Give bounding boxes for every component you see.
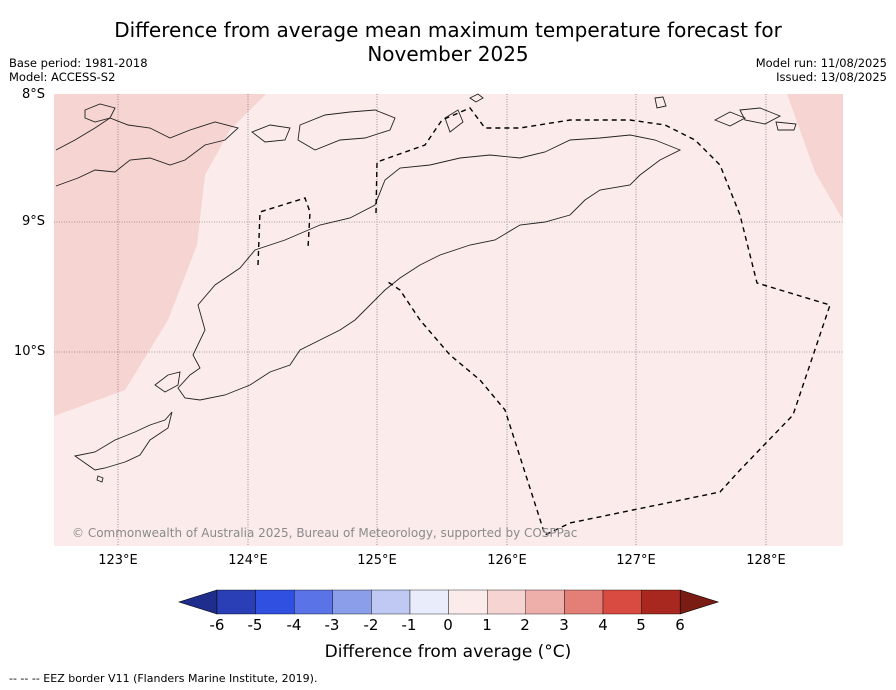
lon-label-125e: 125°E xyxy=(357,553,397,568)
lat-label-8s: 8°S xyxy=(22,87,46,102)
colorbar-tick: -1 xyxy=(401,616,417,634)
colorbar-segment xyxy=(332,589,372,615)
model-name: Model: ACCESS-S2 xyxy=(9,70,116,84)
colorbar-segment xyxy=(409,589,449,615)
colorbar-arrow-high xyxy=(679,589,720,615)
colorbar-tick: 5 xyxy=(636,616,646,634)
colorbar xyxy=(178,589,720,615)
copyright-text: © Commonwealth of Australia 2025, Bureau… xyxy=(72,526,578,540)
base-period: Base period: 1981-2018 xyxy=(9,56,148,70)
colorbar-segment xyxy=(448,589,488,615)
meta-left: Base period: 1981-2018 Model: ACCESS-S2 xyxy=(9,56,148,84)
model-run: Model run: 11/08/2025 xyxy=(755,56,887,70)
colorbar-segment xyxy=(525,589,565,615)
footnote-eez: -- -- -- EEZ border V11 (Flanders Marine… xyxy=(9,672,318,685)
anomaly-region-east xyxy=(787,94,843,220)
colorbar-segment xyxy=(255,589,295,615)
colorbar-segment xyxy=(216,589,256,615)
colorbar-tick: 4 xyxy=(598,616,608,634)
colorbar-arrow-low xyxy=(178,589,218,615)
chart-title: Difference from average mean maximum tem… xyxy=(0,18,896,66)
lat-label-10s: 10°S xyxy=(14,344,46,359)
title-line-1: Difference from average mean maximum tem… xyxy=(114,18,782,42)
colorbar-tick: 0 xyxy=(443,616,453,634)
anomaly-region-west xyxy=(54,94,266,416)
colorbar-tick: 2 xyxy=(520,616,530,634)
colorbar-tick: 6 xyxy=(675,616,685,634)
colorbar-segment xyxy=(487,589,527,615)
colorbar-segment xyxy=(602,589,642,615)
colorbar-segment xyxy=(371,589,411,615)
colorbar-segment xyxy=(294,589,334,615)
meta-right: Model run: 11/08/2025 Issued: 13/08/2025 xyxy=(756,56,887,84)
issued-date: Issued: 13/08/2025 xyxy=(776,70,887,84)
colorbar-tick: -2 xyxy=(363,616,379,634)
eez-border xyxy=(257,107,831,536)
lon-label-126e: 126°E xyxy=(487,553,527,568)
colorbar-segment xyxy=(564,589,604,615)
lon-label-123e: 123°E xyxy=(98,553,138,568)
lon-label-124e: 124°E xyxy=(228,553,268,568)
lat-label-9s: 9°S xyxy=(22,214,46,229)
colorbar-tick: -3 xyxy=(324,616,340,634)
colorbar-segment xyxy=(641,589,681,615)
colorbar-tick: -5 xyxy=(247,616,263,634)
lon-label-127e: 127°E xyxy=(616,553,656,568)
coastlines xyxy=(55,93,797,483)
colorbar-tick: -6 xyxy=(209,616,225,634)
colorbar-title: Difference from average (°C) xyxy=(324,642,572,662)
lon-label-128e: 128°E xyxy=(746,553,786,568)
title-line-2: November 2025 xyxy=(367,42,529,66)
colorbar-tick: -4 xyxy=(286,616,302,634)
colorbar-tick: 3 xyxy=(559,616,569,634)
colorbar-tick: 1 xyxy=(482,616,492,634)
